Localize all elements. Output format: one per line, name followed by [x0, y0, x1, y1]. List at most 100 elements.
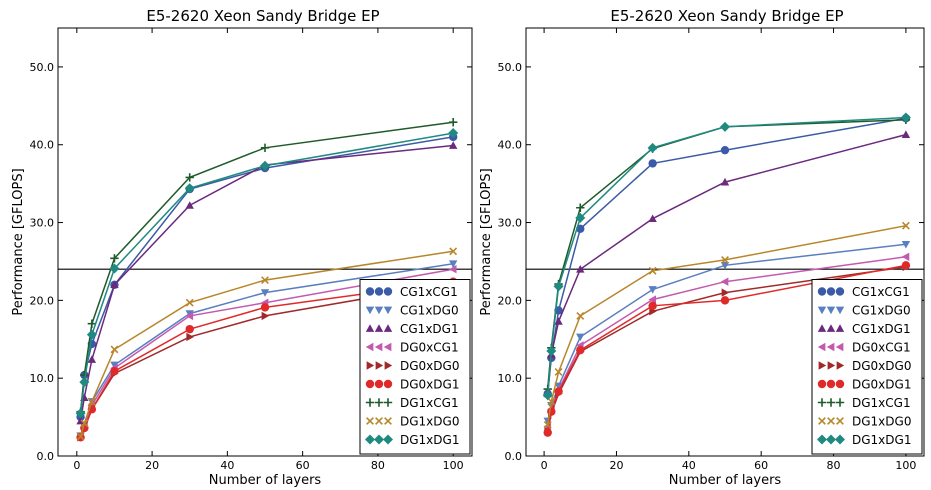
legend-marker-DG1xCG1 — [817, 398, 827, 407]
legend-marker-DG1xDG1 — [374, 434, 384, 445]
legend-marker-CG1xDG0 — [365, 306, 375, 315]
legend-marker-CG1xDG1 — [826, 324, 836, 332]
data-point-DG1xDG0 — [648, 266, 657, 275]
y-tick-label: 10.0 — [30, 372, 55, 385]
y-tick-label: 30.0 — [498, 217, 523, 230]
data-point-DG1xDG0 — [110, 345, 119, 354]
data-point-DG1xDG1 — [546, 345, 557, 356]
data-point-DG1xDG0 — [721, 255, 729, 264]
legend-label: DG0xDG0 — [852, 359, 911, 373]
legend-marker-DG0xDG1 — [365, 379, 375, 389]
legend-marker-DG1xDG1 — [383, 434, 393, 445]
legend-marker-DG1xDG0 — [375, 417, 383, 425]
legend-marker-CG1xCG1 — [826, 287, 836, 296]
data-point-CG1xDG0 — [448, 260, 458, 268]
y-tick-label: 30.0 — [30, 217, 55, 230]
legend-marker-DG0xCG1 — [817, 342, 826, 352]
data-point-DG1xCG1 — [87, 319, 97, 328]
legend-label: DG1xDG1 — [852, 433, 911, 447]
data-point-DG0xDG1 — [901, 261, 911, 270]
legend-marker-CG1xCG1 — [365, 287, 375, 296]
data-point-DG1xDG0 — [261, 276, 269, 285]
data-point-CG1xDG0 — [648, 286, 657, 294]
legend-label: DG0xDG0 — [400, 359, 459, 373]
legend-label: DG1xCG1 — [400, 396, 459, 410]
data-point-DG1xDG1 — [109, 263, 120, 274]
legend-marker-CG1xDG0 — [826, 306, 836, 315]
legend-label: DG0xCG1 — [400, 341, 459, 355]
x-tick-label: 60 — [754, 459, 768, 472]
data-point-DG1xCG1 — [185, 173, 194, 182]
data-point-DG1xDG0 — [80, 419, 89, 428]
y-tick-label: 50.0 — [498, 61, 523, 74]
x-tick-label: 20 — [145, 459, 159, 472]
legend-label: CG1xDG1 — [400, 322, 459, 336]
data-point-DG0xCG1 — [185, 311, 194, 321]
legend-label: CG1xCG1 — [852, 285, 910, 299]
data-point-DG1xDG1 — [79, 377, 90, 388]
x-tick-label: 100 — [895, 459, 916, 472]
data-point-DG0xDG1 — [576, 345, 585, 355]
data-point-DG1xDG0 — [901, 221, 910, 230]
data-point-DG0xDG0 — [261, 311, 270, 321]
legend-label: CG1xCG1 — [400, 285, 458, 299]
legend-marker-DG1xDG1 — [826, 434, 836, 445]
data-point-DG1xDG1 — [720, 121, 730, 132]
data-point-DG1xDG1 — [260, 160, 270, 171]
x-tick-label: 40 — [682, 459, 696, 472]
legend-label: DG1xDG0 — [852, 415, 911, 429]
data-point-CG1xDG1 — [554, 317, 563, 325]
data-point-DG0xDG1 — [720, 296, 730, 305]
chart-title: E5-2620 Xeon Sandy Bridge EP — [146, 7, 379, 25]
data-point-CG1xDG1 — [901, 130, 911, 138]
y-tick-label: 50.0 — [30, 61, 55, 74]
legend-marker-DG0xDG1 — [817, 379, 827, 389]
data-point-DG0xCG1 — [448, 265, 457, 274]
data-point-DG1xDG1 — [647, 142, 658, 153]
legend-marker-CG1xDG1 — [383, 324, 393, 332]
data-point-CG1xDG0 — [720, 261, 730, 270]
legend-marker-DG1xCG1 — [835, 398, 845, 407]
x-tick-label: 60 — [296, 459, 310, 472]
data-point-CG1xDG0 — [576, 333, 585, 342]
legend-marker-DG0xCG1 — [365, 342, 374, 352]
legend-label: CG1xDG1 — [852, 322, 911, 336]
legend-marker-DG1xDG1 — [817, 434, 827, 445]
legend-marker-DG1xDG0 — [384, 417, 392, 425]
legend-label: CG1xDG0 — [400, 304, 459, 318]
legend-marker-DG0xDG1 — [374, 379, 384, 389]
data-point-DG0xDG0 — [186, 332, 194, 342]
data-point-DG1xCG1 — [110, 254, 119, 263]
data-point-DG1xDG0 — [554, 368, 563, 376]
y-tick-label: 10.0 — [498, 372, 523, 385]
legend-label: DG1xCG1 — [852, 396, 911, 410]
chart-panel-left: E5-2620 Xeon Sandy Bridge EP 0.0 10.0 20.0 3… — [11, 7, 473, 488]
y-tick-label: 0.0 — [505, 450, 523, 463]
data-point-DG1xDG1 — [900, 112, 911, 123]
y-axis-label: Performance [GFLOPS] — [479, 168, 494, 315]
legend-marker-DG0xDG1 — [835, 379, 845, 389]
data-point-CG1xDG0 — [110, 361, 119, 370]
data-point-DG0xDG1 — [110, 366, 119, 376]
data-point-DG0xCG1 — [901, 252, 910, 261]
data-point-DG1xDG1 — [86, 329, 97, 340]
legend-marker-DG1xDG1 — [365, 434, 375, 445]
data-point-DG1xDG0 — [547, 397, 556, 406]
data-point-CG1xDG0 — [260, 289, 270, 297]
legend-marker-DG0xDG0 — [375, 361, 384, 370]
legend-label: DG1xDG1 — [400, 433, 459, 447]
data-point-DG1xDG0 — [185, 298, 194, 307]
data-point-CG1xCG1 — [720, 145, 730, 155]
legend-marker-DG1xDG0 — [818, 417, 826, 425]
data-point-DG1xDG0 — [543, 420, 552, 429]
legend-marker-DG0xDG0 — [818, 361, 827, 370]
y-tick-label: 0.0 — [37, 450, 55, 463]
legend-marker-DG0xDG0 — [366, 361, 375, 370]
legend-marker-CG1xDG1 — [817, 324, 827, 332]
data-point-DG1xCG1 — [448, 117, 458, 127]
data-point-CG1xDG0 — [901, 240, 911, 249]
chart-panel-right: E5-2620 Xeon Sandy Bridge EP 0.0 10.0 20.0 3… — [479, 7, 925, 488]
data-point-CG1xDG1 — [648, 214, 657, 223]
y-tick-label: 40.0 — [498, 139, 523, 152]
